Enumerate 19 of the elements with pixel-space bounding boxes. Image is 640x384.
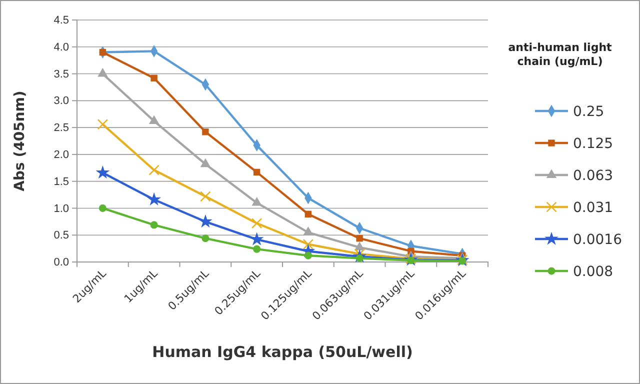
legend-label: 0.031 bbox=[573, 200, 614, 216]
legend-title: anti-human light chain (ug/mL) bbox=[508, 41, 612, 68]
y-tick-label: 3.0 bbox=[54, 95, 69, 108]
y-tick-label: 1.0 bbox=[54, 202, 69, 215]
legend-label: 0.125 bbox=[573, 136, 614, 152]
legend-label: 0.063 bbox=[573, 168, 614, 184]
y-tick-label: 4.0 bbox=[54, 41, 69, 54]
y-tick-label: 2.0 bbox=[54, 148, 69, 161]
y-tick-label: 2.5 bbox=[54, 122, 69, 134]
y-tick-label: 1.5 bbox=[54, 176, 69, 188]
legend-label: 0.25 bbox=[573, 104, 604, 120]
y-axis-title: Abs (405nm) bbox=[12, 90, 28, 192]
x-axis-title: Human IgG4 kappa (50uL/well) bbox=[152, 343, 413, 361]
y-tick-label: 0.5 bbox=[54, 230, 69, 242]
y-tick-label: 0.0 bbox=[54, 256, 69, 269]
legend-label: 0.008 bbox=[573, 264, 614, 280]
legend-label: 0.0016 bbox=[573, 232, 622, 248]
y-tick-label: 4.5 bbox=[54, 14, 69, 27]
y-tick-label: 3.5 bbox=[54, 68, 69, 80]
